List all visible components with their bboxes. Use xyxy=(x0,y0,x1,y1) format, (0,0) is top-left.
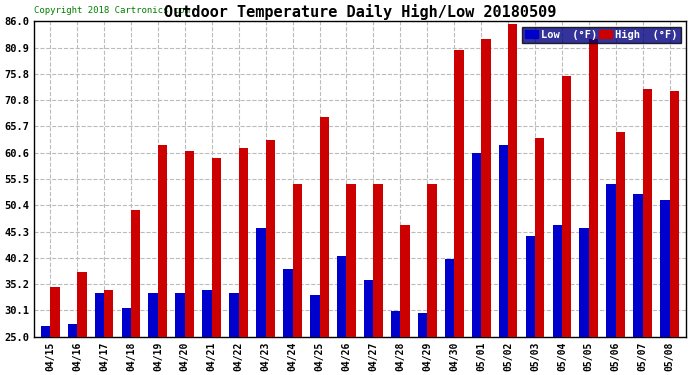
Bar xyxy=(229,292,239,337)
Bar xyxy=(158,146,168,337)
Bar xyxy=(148,292,158,337)
Bar xyxy=(121,308,131,337)
Bar xyxy=(346,184,356,337)
Bar xyxy=(185,150,195,337)
Bar xyxy=(660,200,670,337)
Bar xyxy=(266,140,275,337)
Bar xyxy=(293,184,302,337)
Bar xyxy=(131,210,141,337)
Bar xyxy=(373,184,383,337)
Bar xyxy=(481,39,491,337)
Bar xyxy=(508,24,518,337)
Bar xyxy=(633,195,643,337)
Bar xyxy=(95,292,104,337)
Bar xyxy=(607,184,615,337)
Bar xyxy=(472,153,481,337)
Bar xyxy=(41,326,50,337)
Bar xyxy=(580,228,589,337)
Bar xyxy=(670,91,679,337)
Bar xyxy=(239,148,248,337)
Bar xyxy=(454,50,464,337)
Bar xyxy=(553,225,562,337)
Bar xyxy=(283,269,293,337)
Bar xyxy=(77,272,86,337)
Text: Copyright 2018 Cartronics.com: Copyright 2018 Cartronics.com xyxy=(34,6,190,15)
Bar xyxy=(526,236,535,337)
Bar xyxy=(499,146,508,337)
Bar xyxy=(319,117,329,337)
Bar xyxy=(50,288,59,337)
Bar xyxy=(643,88,652,337)
Title: Outdoor Temperature Daily High/Low 20180509: Outdoor Temperature Daily High/Low 20180… xyxy=(164,4,556,20)
Bar xyxy=(589,39,598,337)
Bar xyxy=(418,314,427,337)
Legend: Low  (°F), High  (°F): Low (°F), High (°F) xyxy=(522,27,680,43)
Bar xyxy=(212,158,221,337)
Bar xyxy=(337,256,346,337)
Bar xyxy=(427,184,437,337)
Bar xyxy=(615,132,625,337)
Bar xyxy=(104,290,113,337)
Bar xyxy=(400,225,410,337)
Bar xyxy=(562,76,571,337)
Bar xyxy=(175,292,185,337)
Bar xyxy=(68,324,77,337)
Bar xyxy=(202,290,212,337)
Bar xyxy=(256,228,266,337)
Bar xyxy=(445,259,454,337)
Bar xyxy=(364,280,373,337)
Bar xyxy=(391,311,400,337)
Bar xyxy=(535,138,544,337)
Bar xyxy=(310,295,319,337)
